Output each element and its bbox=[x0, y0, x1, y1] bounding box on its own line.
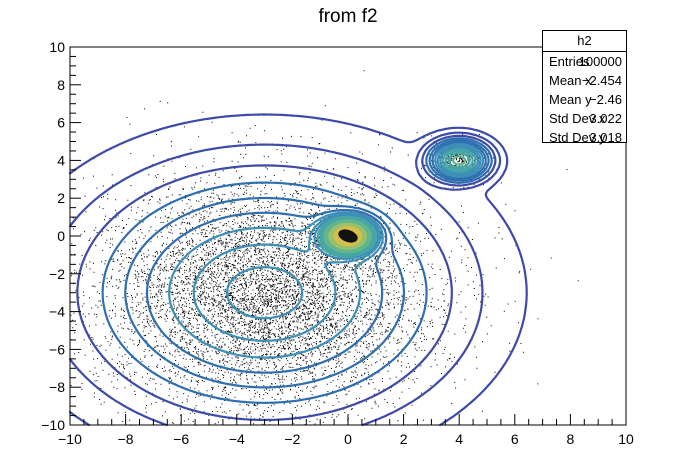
x-tick-label: 0 bbox=[344, 431, 352, 447]
x-tick-label: 8 bbox=[567, 431, 575, 447]
contour-level bbox=[326, 221, 369, 251]
y-tick-label: 8 bbox=[57, 77, 65, 93]
stats-value: −2.454 bbox=[581, 73, 622, 88]
contour-level bbox=[330, 223, 366, 249]
stats-value: 3.018 bbox=[589, 130, 622, 145]
stats-row-mean-x: Mean x −2.454 bbox=[543, 71, 626, 90]
contour-level bbox=[328, 222, 368, 250]
scatter-point-cloud bbox=[70, 70, 579, 426]
stats-label: Mean x bbox=[549, 73, 592, 88]
y-axis: −10 −8 −6 −4 −2 0 2 4 6 8 10 bbox=[41, 39, 81, 433]
stats-value: 3.022 bbox=[589, 111, 622, 126]
y-tick-label: −8 bbox=[49, 379, 65, 395]
contour-level bbox=[68, 113, 528, 427]
y-tick-label: −2 bbox=[49, 266, 65, 282]
contour-level bbox=[76, 134, 497, 422]
x-tick-label: 2 bbox=[400, 431, 408, 447]
chart-title: from f2 bbox=[318, 6, 378, 27]
contour-level bbox=[323, 155, 467, 254]
stats-label: Std Dev x bbox=[549, 111, 606, 126]
x-tick-label: 6 bbox=[511, 431, 519, 447]
stats-row-entries: Entries 100000 bbox=[543, 52, 626, 71]
x-tick-label: 4 bbox=[455, 431, 463, 447]
x-tick-label: −8 bbox=[118, 431, 134, 447]
stats-label: Mean y bbox=[549, 92, 592, 107]
y-tick-label: −4 bbox=[49, 304, 65, 320]
y-tick-label: −10 bbox=[41, 417, 65, 433]
x-tick-label: −6 bbox=[173, 431, 189, 447]
contour-level bbox=[333, 226, 363, 247]
x-tick-label: −10 bbox=[58, 431, 82, 447]
stats-row-std-y: Std Dev y 3.018 bbox=[543, 128, 626, 147]
y-tick-label: 4 bbox=[57, 152, 65, 168]
stats-row-mean-y: Mean y −2.46 bbox=[543, 90, 626, 109]
contour-level bbox=[145, 141, 487, 374]
x-tick-label: −4 bbox=[229, 431, 245, 447]
contour-level bbox=[225, 146, 480, 320]
stats-row-std-x: Std Dev x 3.022 bbox=[543, 109, 626, 128]
stats-label: Std Dev y bbox=[549, 130, 606, 145]
stats-value: −2.46 bbox=[589, 92, 622, 107]
stats-box: h2 Entries 100000 Mean x −2.454 Mean y −… bbox=[542, 30, 627, 145]
stats-box-title: h2 bbox=[543, 31, 626, 52]
contour-level bbox=[101, 137, 493, 404]
x-tick-label: −2 bbox=[284, 431, 300, 447]
y-tick-label: −6 bbox=[49, 341, 65, 357]
contour-lines bbox=[68, 113, 528, 427]
contour-level bbox=[335, 227, 361, 245]
y-tick-label: 10 bbox=[49, 39, 65, 55]
contour-level bbox=[319, 150, 474, 256]
y-tick-label: 0 bbox=[57, 228, 65, 244]
contour-level bbox=[192, 144, 482, 342]
y-tick-label: 2 bbox=[57, 190, 65, 206]
scatter-points bbox=[70, 70, 579, 426]
stats-label: Entries bbox=[549, 54, 590, 69]
y-tick-label: 6 bbox=[57, 115, 65, 131]
contour-level bbox=[324, 220, 371, 253]
stats-value: 100000 bbox=[578, 54, 622, 69]
x-tick-label: 10 bbox=[618, 431, 634, 447]
contour-level bbox=[68, 131, 502, 427]
x-axis: −10 −8 −6 −4 −2 0 2 4 6 8 10 bbox=[58, 414, 634, 447]
contour-level bbox=[168, 143, 485, 359]
peak-core bbox=[338, 229, 358, 243]
contour-level bbox=[331, 224, 364, 248]
contour-level bbox=[316, 148, 477, 258]
contour-level bbox=[124, 139, 490, 389]
